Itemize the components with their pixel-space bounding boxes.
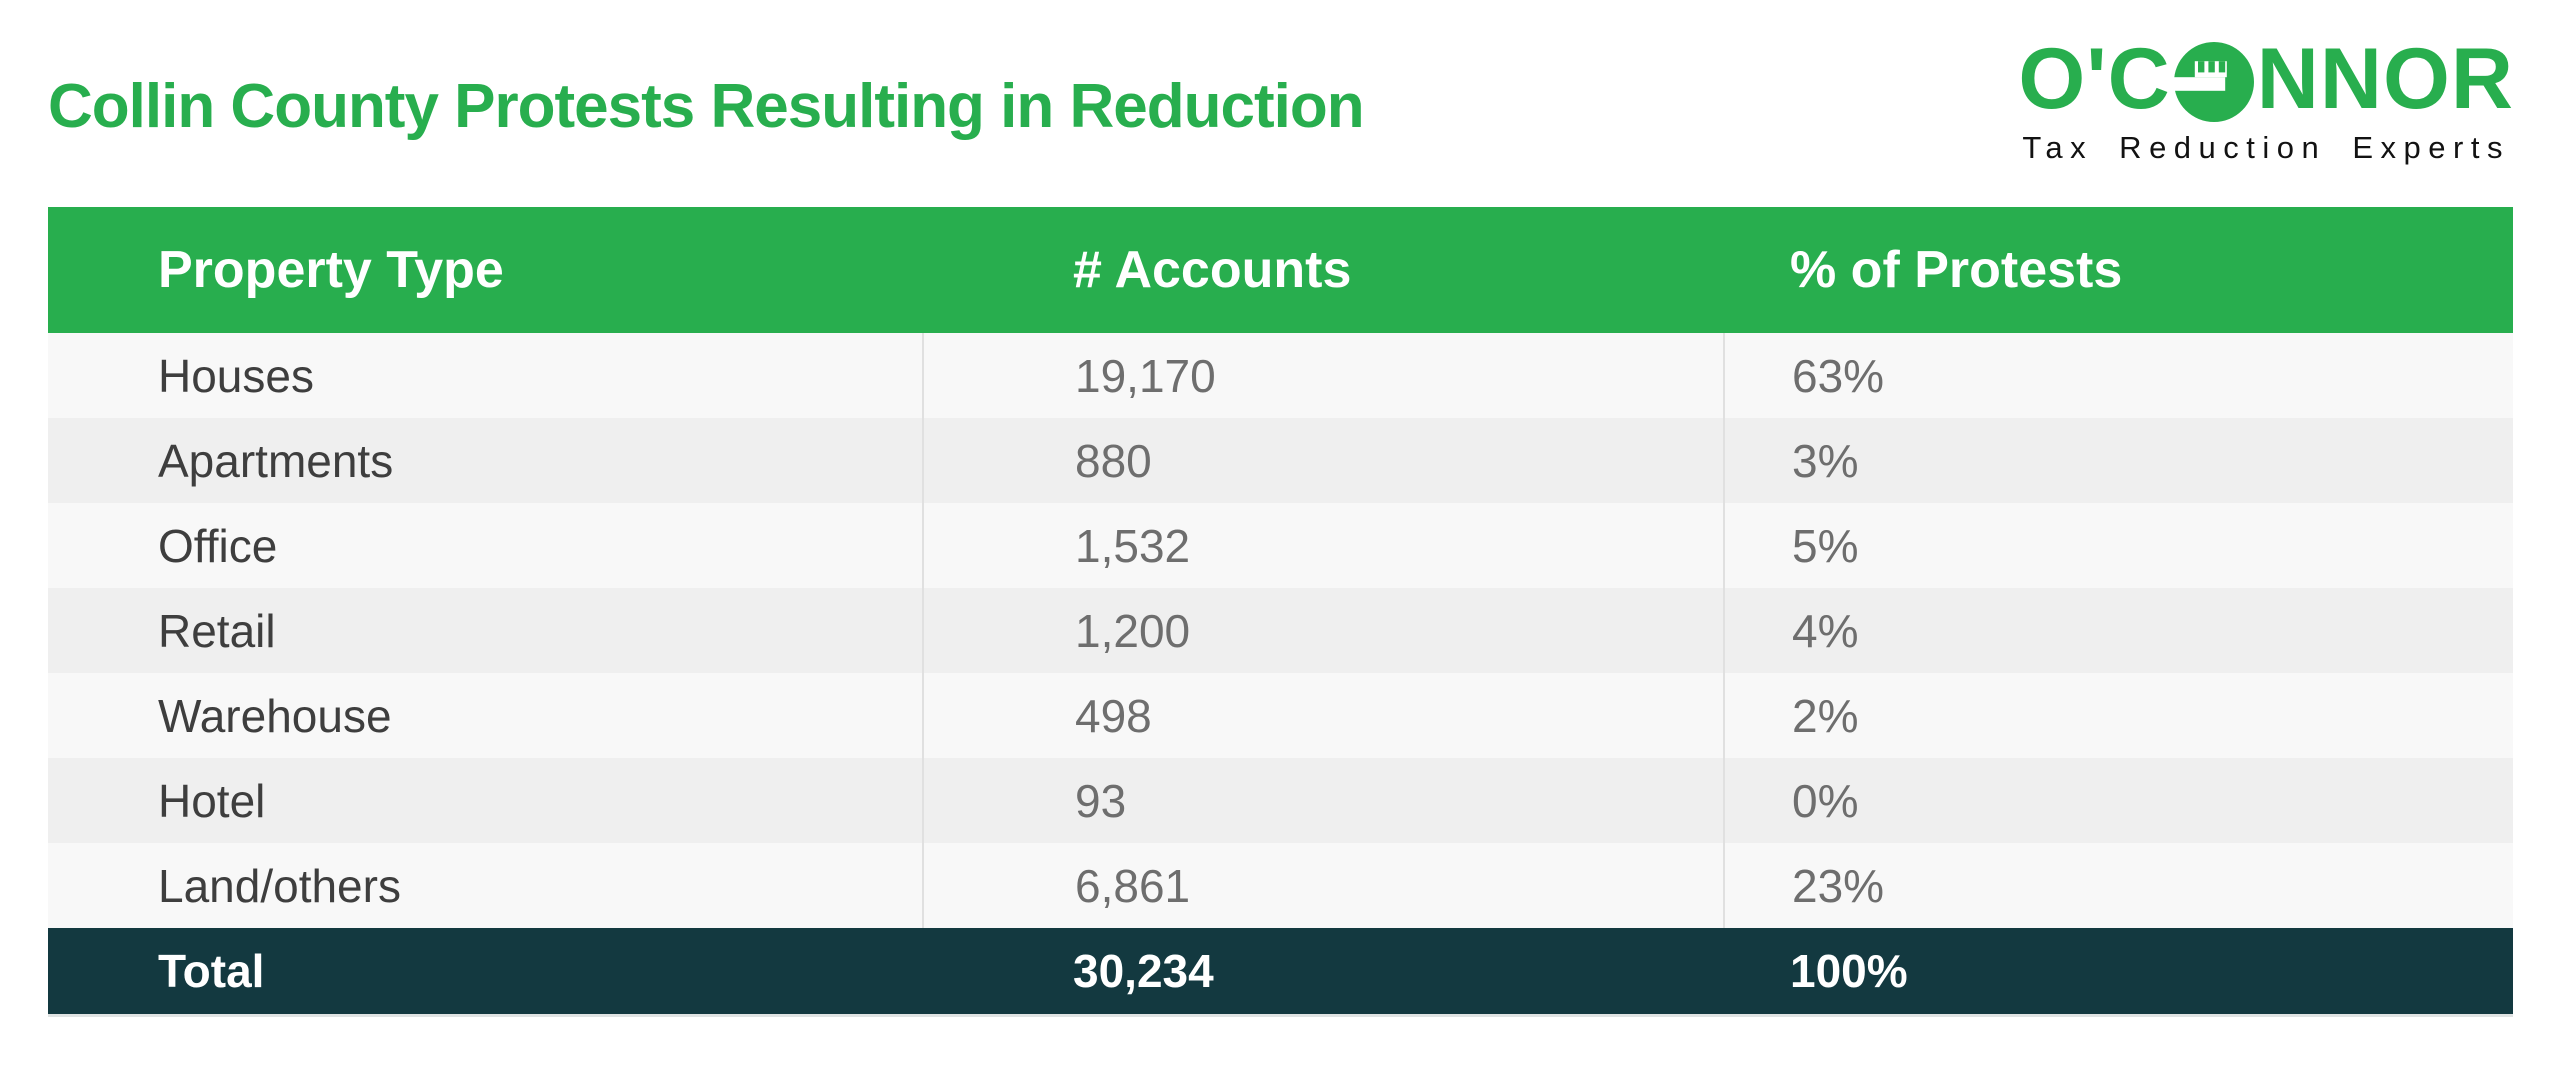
accounts-cell: 1,532 (922, 503, 1723, 588)
table-row: Retail 1,200 4% (48, 588, 2513, 673)
property-type-cell: Warehouse (158, 689, 392, 742)
accounts-cell: 498 (922, 673, 1723, 758)
accounts-cell: 880 (922, 418, 1723, 503)
protests-pct-cell: 0% (1723, 758, 2513, 843)
total-accounts-cell: 30,234 (1073, 945, 1214, 997)
protest-reduction-table: Property Type # Accounts % of Protests H… (48, 207, 2513, 1017)
column-header-protests: % of Protests (1790, 241, 2123, 299)
logo-tagline: Tax Reduction Experts (2022, 130, 2510, 165)
property-type-cell: Apartments (158, 434, 394, 487)
table-row: Office 1,532 5% (48, 503, 2513, 588)
protests-pct-cell: 63% (1723, 333, 2513, 418)
column-header-property-type: Property Type (158, 241, 504, 299)
accounts-cell: 1,200 (922, 588, 1723, 673)
logo-text-prefix: O'C (2018, 31, 2171, 127)
property-type-cell: Land/others (158, 859, 401, 912)
logo-text-suffix: NNOR (2256, 31, 2514, 127)
table-row: Land/others 6,861 23% (48, 843, 2513, 928)
total-protests-pct-cell: 100% (1790, 945, 1908, 997)
table-row: Warehouse 498 2% (48, 673, 2513, 758)
protests-pct-cell: 2% (1723, 673, 2513, 758)
table-row: Hotel 93 0% (48, 758, 2513, 843)
protests-pct-cell: 5% (1723, 503, 2513, 588)
accounts-cell: 6,861 (922, 843, 1723, 928)
table-header-row: Property Type # Accounts % of Protests (48, 207, 2513, 333)
property-type-cell: Office (158, 519, 278, 572)
table-total-row: Total 30,234 100% (48, 928, 2513, 1017)
accounts-cell: 19,170 (922, 333, 1723, 418)
protests-pct-cell: 4% (1723, 588, 2513, 673)
logo-wordmark: O'C NNOR (2018, 36, 2514, 122)
column-header-accounts: # Accounts (1073, 241, 1352, 299)
protests-pct-cell: 3% (1723, 418, 2513, 503)
key-in-o-icon (2173, 42, 2254, 122)
property-type-cell: Hotel (158, 774, 266, 827)
total-label-cell: Total (158, 945, 265, 997)
property-type-cell: Retail (158, 604, 276, 657)
table-row: Apartments 880 3% (48, 418, 2513, 503)
page-title: Collin County Protests Resulting in Redu… (48, 72, 1365, 141)
protests-pct-cell: 23% (1723, 843, 2513, 928)
oconnor-logo: O'C NNOR Tax Reduction Experts (2018, 36, 2514, 166)
property-type-cell: Houses (158, 349, 314, 402)
accounts-cell: 93 (922, 758, 1723, 843)
table-row: Houses 19,170 63% (48, 333, 2513, 418)
